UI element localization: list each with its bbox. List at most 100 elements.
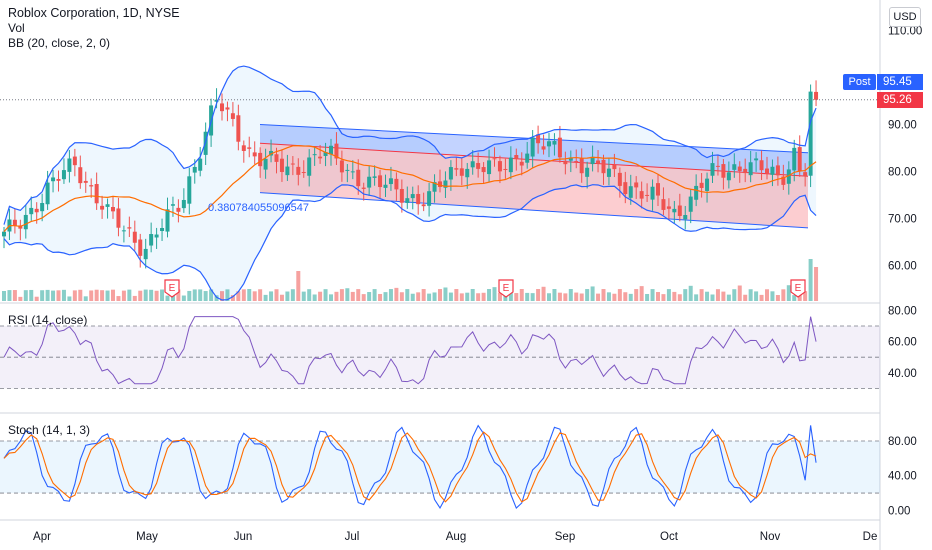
candle-body bbox=[94, 184, 99, 204]
volume-bar bbox=[269, 291, 274, 301]
volume-bar bbox=[416, 292, 421, 301]
rsi-tick-label: 60.00 bbox=[888, 337, 917, 349]
price-tick-label: 110.00 bbox=[888, 26, 922, 38]
volume-bar bbox=[536, 289, 541, 301]
candle bbox=[557, 125, 562, 163]
volume-bar bbox=[105, 290, 110, 301]
candle bbox=[187, 167, 192, 215]
candle-body bbox=[274, 154, 279, 162]
volume-bar bbox=[476, 293, 481, 301]
price-tick-label: 90.00 bbox=[888, 120, 917, 132]
candle bbox=[279, 149, 284, 182]
candle bbox=[170, 196, 175, 217]
volume-bar bbox=[585, 289, 590, 301]
candle-body bbox=[105, 204, 110, 207]
candle-body bbox=[792, 147, 797, 171]
volume-bar bbox=[18, 296, 23, 301]
bb-upper-line bbox=[3, 65, 817, 225]
volume-bar bbox=[165, 295, 170, 301]
candle-body bbox=[568, 157, 573, 161]
volume-bar bbox=[459, 293, 464, 301]
candle-body bbox=[732, 164, 737, 170]
volume-bar bbox=[448, 292, 453, 301]
volume-bar bbox=[72, 290, 77, 301]
volume-bar bbox=[40, 290, 45, 301]
candle-body bbox=[596, 160, 601, 164]
volume-bar bbox=[519, 289, 524, 301]
volume-label: Vol bbox=[8, 21, 25, 35]
candle-body bbox=[89, 185, 94, 187]
candle bbox=[67, 150, 72, 183]
candle bbox=[356, 159, 361, 195]
candle-body bbox=[677, 205, 682, 216]
volume-bar bbox=[301, 291, 306, 301]
candle-body bbox=[487, 160, 492, 175]
candle-body bbox=[301, 172, 306, 174]
volume-bar bbox=[438, 289, 442, 301]
last-price-tag: 95.26 bbox=[877, 92, 923, 108]
candle bbox=[487, 149, 492, 183]
volume-bar bbox=[694, 294, 699, 301]
volume-bar bbox=[230, 295, 235, 301]
candle bbox=[116, 197, 121, 237]
candle bbox=[579, 148, 584, 183]
candle-body bbox=[329, 145, 333, 155]
candle-body bbox=[247, 147, 252, 149]
price-tick-label: 60.00 bbox=[888, 261, 917, 273]
candle-body bbox=[176, 207, 181, 212]
candle-body bbox=[508, 157, 513, 173]
candle-body bbox=[541, 146, 546, 150]
candle bbox=[94, 172, 99, 210]
volume-bar bbox=[514, 293, 519, 301]
volume-bar bbox=[606, 292, 611, 301]
candle bbox=[775, 156, 780, 186]
bb-label: BB (20, close, 2, 0) bbox=[8, 36, 111, 50]
currency-button[interactable]: USD bbox=[889, 7, 921, 27]
stoch-band bbox=[0, 441, 880, 494]
volume-bar bbox=[639, 286, 644, 301]
candle-body bbox=[699, 182, 704, 188]
volume-bar bbox=[399, 292, 404, 301]
fib-annotation: 0.380784055096547 bbox=[208, 202, 309, 214]
candle bbox=[181, 188, 186, 213]
candle bbox=[786, 161, 791, 195]
candle bbox=[803, 163, 808, 187]
earnings-marker: E bbox=[790, 279, 806, 298]
volume-bar bbox=[236, 291, 241, 301]
candle bbox=[285, 154, 290, 181]
stoch-label: Stoch (14, 1, 3) bbox=[8, 423, 91, 437]
candle bbox=[361, 182, 366, 201]
candle-body bbox=[356, 169, 361, 187]
candle bbox=[465, 162, 470, 189]
time-tick-label: De bbox=[863, 531, 878, 543]
candle bbox=[410, 186, 415, 210]
candle bbox=[367, 166, 372, 196]
volume-bar bbox=[214, 295, 219, 301]
rsi-label: RSI (14, close) bbox=[8, 313, 88, 327]
candle bbox=[715, 155, 720, 176]
volume-bar bbox=[56, 290, 61, 301]
candle bbox=[258, 147, 263, 178]
volume-bar bbox=[318, 291, 323, 301]
candle-body bbox=[454, 168, 459, 170]
chart-legend: Roblox Corporation, 1D, NYSE Vol BB (20,… bbox=[8, 6, 180, 51]
candle-body bbox=[803, 172, 808, 177]
candle-body bbox=[661, 199, 666, 210]
volume-bar bbox=[383, 292, 388, 301]
candle bbox=[645, 183, 650, 202]
candle bbox=[236, 104, 241, 151]
candle bbox=[432, 174, 437, 203]
volume-bar bbox=[645, 293, 650, 301]
candle bbox=[105, 198, 110, 219]
time-tick-label: Sep bbox=[555, 531, 575, 543]
candle-body bbox=[470, 161, 475, 168]
volume-bar bbox=[329, 294, 333, 301]
volume-bar bbox=[12, 290, 17, 301]
candle-body bbox=[759, 160, 764, 171]
candle-body bbox=[579, 158, 584, 174]
candle bbox=[743, 158, 748, 183]
candle-body bbox=[601, 159, 606, 174]
candle-body bbox=[383, 184, 388, 188]
volume-bar bbox=[699, 289, 704, 301]
